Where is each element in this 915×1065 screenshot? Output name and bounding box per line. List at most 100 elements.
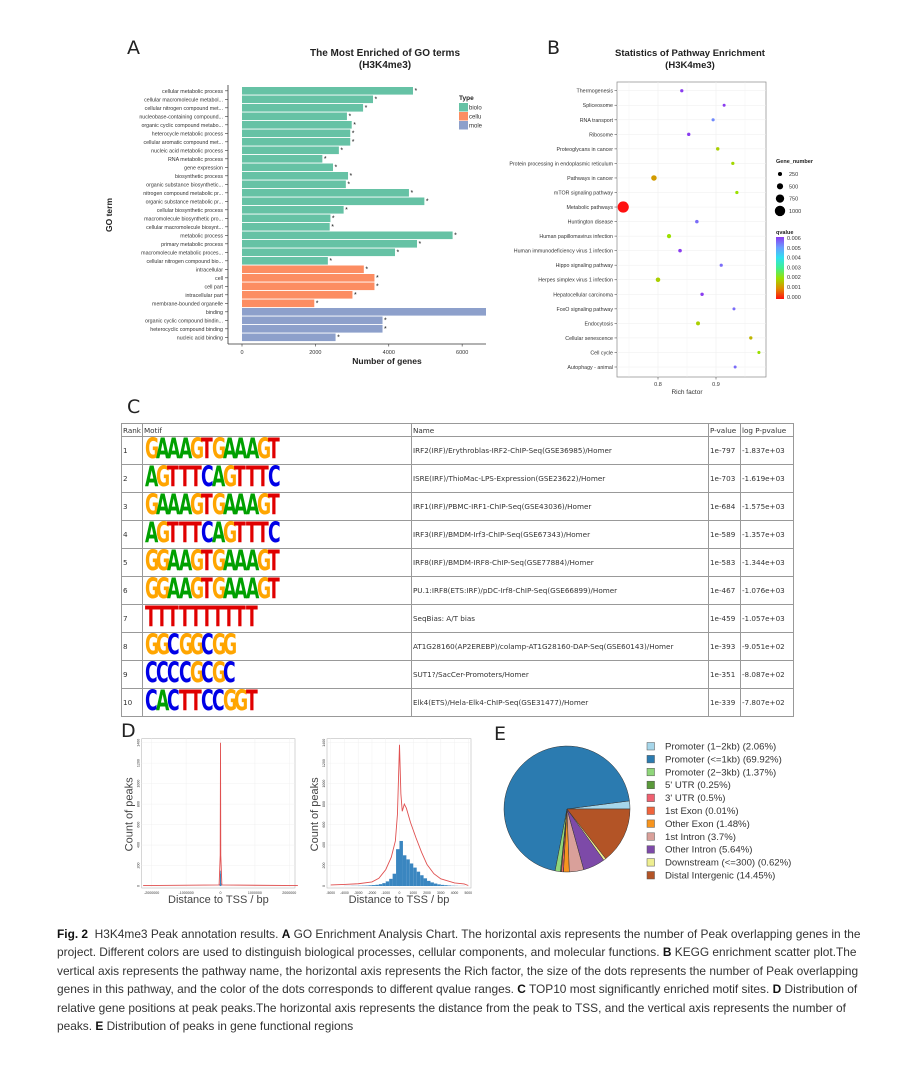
pvalue-cell: 1e-684 xyxy=(707,492,741,521)
x-axis-title: Distance to TSS / bp xyxy=(168,894,269,906)
legend-label: Distal Intergenic (14.45%) xyxy=(665,871,775,882)
logo-letter: T xyxy=(212,605,224,632)
pie-slice xyxy=(566,808,631,860)
go-term-label: cellular aromatic compound met... xyxy=(144,140,224,146)
logo-letter: T xyxy=(268,493,280,520)
table-row: 9 C C C C G C G C SUT1?/SacCer-Promoters/Homer 1e-… xyxy=(121,660,795,689)
histogram-bar xyxy=(433,883,438,886)
x-tick-label: -5000 xyxy=(326,891,335,895)
logo-letter: G xyxy=(256,493,271,520)
qvalue-legend-label: 0.001 xyxy=(787,285,801,291)
pathway-dot xyxy=(735,190,739,195)
logo-letter: T xyxy=(245,521,258,548)
logo-letter: T xyxy=(178,521,191,548)
pathway-dot xyxy=(700,292,704,297)
go-bar xyxy=(242,180,346,189)
significance-star: * xyxy=(347,182,350,189)
logo-letter: A xyxy=(245,577,260,604)
chart-title: The Most Enriched of GO terms xyxy=(310,48,460,59)
significance-star: * xyxy=(324,156,327,163)
logo-letter: C xyxy=(144,661,158,688)
legend-swatch xyxy=(646,780,655,789)
pathway-label: Cell cycle xyxy=(590,350,613,356)
logo-letter: C xyxy=(167,689,180,716)
go-bar xyxy=(242,206,344,214)
go-term-label: organic substance biosynthetic... xyxy=(146,183,223,189)
logo-letter: T xyxy=(245,689,258,716)
rank-cell: 7 xyxy=(121,604,143,633)
histogram-bar xyxy=(220,883,222,886)
legend-title: Type xyxy=(459,95,474,102)
logo-letter: T xyxy=(167,465,180,492)
logo-letter: T xyxy=(178,605,191,632)
logo-letter: A xyxy=(223,577,237,604)
go-term-label: cell xyxy=(215,276,223,282)
x-tick-label: -1000000 xyxy=(179,891,194,895)
motif-name-cell: Elk4(ETS)/Hela-Elk4-ChIP-Seq(GSE31477)/H… xyxy=(410,688,709,717)
pathway-label: FoxO signaling pathway xyxy=(556,307,613,313)
x-tick-label: -1000 xyxy=(381,891,390,895)
rank-cell: 2 xyxy=(121,464,143,493)
logo-letter: A xyxy=(245,437,260,464)
pathway-dot xyxy=(695,219,699,224)
go-term-label: heterocycle metabolic process xyxy=(152,132,224,138)
y-tick-label: 1200 xyxy=(137,759,141,767)
logo-letter: G xyxy=(189,437,204,464)
qvalue-legend-label: 0.002 xyxy=(787,275,801,281)
histogram-bar xyxy=(375,884,379,886)
logo-letter: A xyxy=(212,521,226,548)
x-axis-title: Distance to TSS / bp xyxy=(349,894,450,906)
log-pvalue-cell: -8.087e+02 xyxy=(739,660,795,689)
tss-distance-plot: -5000 -4000 -3000 -2000 -1000 0 1000 2000 3000 40… xyxy=(309,738,472,906)
go-term-label: nitrogen compound metabolic pr... xyxy=(143,191,223,197)
logo-letter: A xyxy=(156,437,170,464)
logo-letter: C xyxy=(167,633,180,660)
histogram-bar xyxy=(378,884,383,886)
logo-letter: G xyxy=(212,437,227,464)
table-row: 3 G A A A G T G A A A G T IRF1(IRF)/PBMC-IRF1-ChIP-Se… xyxy=(121,492,795,521)
logo-letter: A xyxy=(167,577,181,604)
logo-letter: G xyxy=(189,549,204,576)
logo-letter: G xyxy=(189,577,204,604)
logo-letter: G xyxy=(189,661,204,688)
caption-text: KEGG enrichment scatter plot.The vertica… xyxy=(57,945,862,997)
significance-star: * xyxy=(329,258,332,265)
logo-letter: C xyxy=(200,661,214,688)
go-bar xyxy=(242,95,373,104)
logo-letter: G xyxy=(212,549,227,576)
go-bar xyxy=(242,316,383,325)
histogram-bar xyxy=(396,849,400,886)
go-bar xyxy=(242,155,323,163)
legend-label: 5' UTR (0.25%) xyxy=(665,780,731,791)
logo-letter: G xyxy=(212,633,227,660)
logo-letter: T xyxy=(167,605,180,632)
logo-letter: G xyxy=(189,493,204,520)
logo-letter: A xyxy=(234,577,248,604)
logo-letter: G xyxy=(212,661,227,688)
logo-letter: A xyxy=(178,437,192,464)
table-row: 4 A G T T T C A G T T T C IRF3(IRF)/BMDM-Irf3-ChIP-Se… xyxy=(121,520,795,549)
log-pvalue-cell: -1.837e+03 xyxy=(739,436,795,465)
significance-star: * xyxy=(345,207,348,214)
y-axis-title: GO term xyxy=(104,198,114,232)
caption-label: B xyxy=(662,945,672,960)
x-tick-label: 0 xyxy=(220,891,222,895)
legend-label: 3' UTR (0.5%) xyxy=(665,793,725,804)
pathway-label: Hepatocellular carcinoma xyxy=(553,292,613,298)
pathway-label: Endocytosis xyxy=(584,321,613,327)
histogram-bar xyxy=(389,878,393,886)
significance-star: * xyxy=(454,233,457,240)
panel-label-c: C xyxy=(127,396,141,418)
table-row: 7 T T T T T T T T T T SeqBias: A/T bias 1e-459 -1.057… xyxy=(121,604,795,633)
go-term-label: cellular nitrogen compound bio... xyxy=(146,259,223,265)
x-tick-label: 1000 xyxy=(409,891,417,895)
go-term-label: organic cyclic compound bindin... xyxy=(145,319,223,325)
x-tick-label: 0.8 xyxy=(654,382,662,388)
table-row: 6 G G A A G T G A A A G T PU.1:IRF8(ETS:IRF)/pDC-Irf8… xyxy=(121,576,795,605)
pathway-dot xyxy=(716,147,720,151)
logo-letter: A xyxy=(245,549,260,576)
x-axis-title: Number of genes xyxy=(352,356,422,366)
go-bar xyxy=(242,274,375,282)
